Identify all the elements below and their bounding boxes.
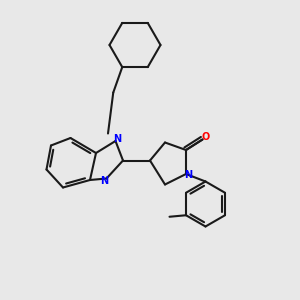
Text: N: N [184,170,193,181]
Text: O: O [202,132,210,142]
Text: N: N [100,176,108,186]
Text: N: N [113,134,121,144]
